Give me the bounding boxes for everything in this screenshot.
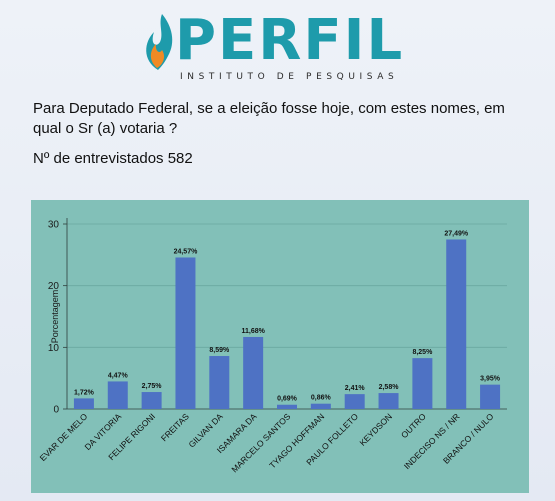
data-label: 2,41% [345,385,366,392]
data-label: 4,47% [108,372,129,379]
x-tick-label: KEYDSON [357,411,393,447]
bar [344,394,365,409]
bar [141,392,162,409]
header: PERFIL INSTITUTO DE PESQUISAS [0,6,555,88]
y-tick-label: 10 [48,343,60,354]
x-tick-label: MARCELO SANTOS [229,411,292,474]
data-label: 3,95% [480,376,501,383]
data-label: 8,25% [412,349,433,356]
bar-chart: 0 10 20 30 Porcentagem 1,72% EVAR DE MELO 4,47%… [31,200,529,493]
data-label: 8,59% [209,347,230,354]
bar [480,384,501,409]
flame-logo-icon [146,14,173,70]
x-tick-label: FREITAS [159,411,191,443]
y-tick-label: 0 [53,405,59,416]
bar [378,393,399,409]
logo-wordmark: PERFIL [175,8,405,73]
bar [446,239,467,409]
bar [107,381,128,409]
data-label: 0,86% [311,395,332,402]
data-label: 2,58% [379,384,400,391]
bar [209,356,230,409]
x-tick-label: OUTRO [399,411,428,440]
survey-question: Para Deputado Federal, se a eleição foss… [33,100,505,137]
data-label: 24,57% [174,248,199,255]
y-tick-label: 20 [48,281,60,292]
data-label: 0,69% [277,396,298,403]
x-tick-label: EVAR DE MELO [38,411,90,463]
logo-subtitle: INSTITUTO DE PESQUISAS [180,72,399,82]
y-tick-label: 30 [48,220,60,231]
respondents-count: Nº de entrevistados 582 [33,150,193,167]
bar [175,257,196,409]
bar [412,358,433,409]
data-label: 11,68% [241,328,265,335]
chart-svg: 0 10 20 30 Porcentagem 1,72% EVAR DE MELO 4,47%… [38,218,507,474]
bar [277,404,297,409]
y-axis-label: Porcentagem [50,290,60,344]
bar [73,398,94,409]
bar [310,403,331,409]
data-label: 2,75% [142,383,163,390]
bar [243,336,264,409]
data-label: 27,49% [444,230,469,237]
data-label: 1,72% [74,389,95,396]
